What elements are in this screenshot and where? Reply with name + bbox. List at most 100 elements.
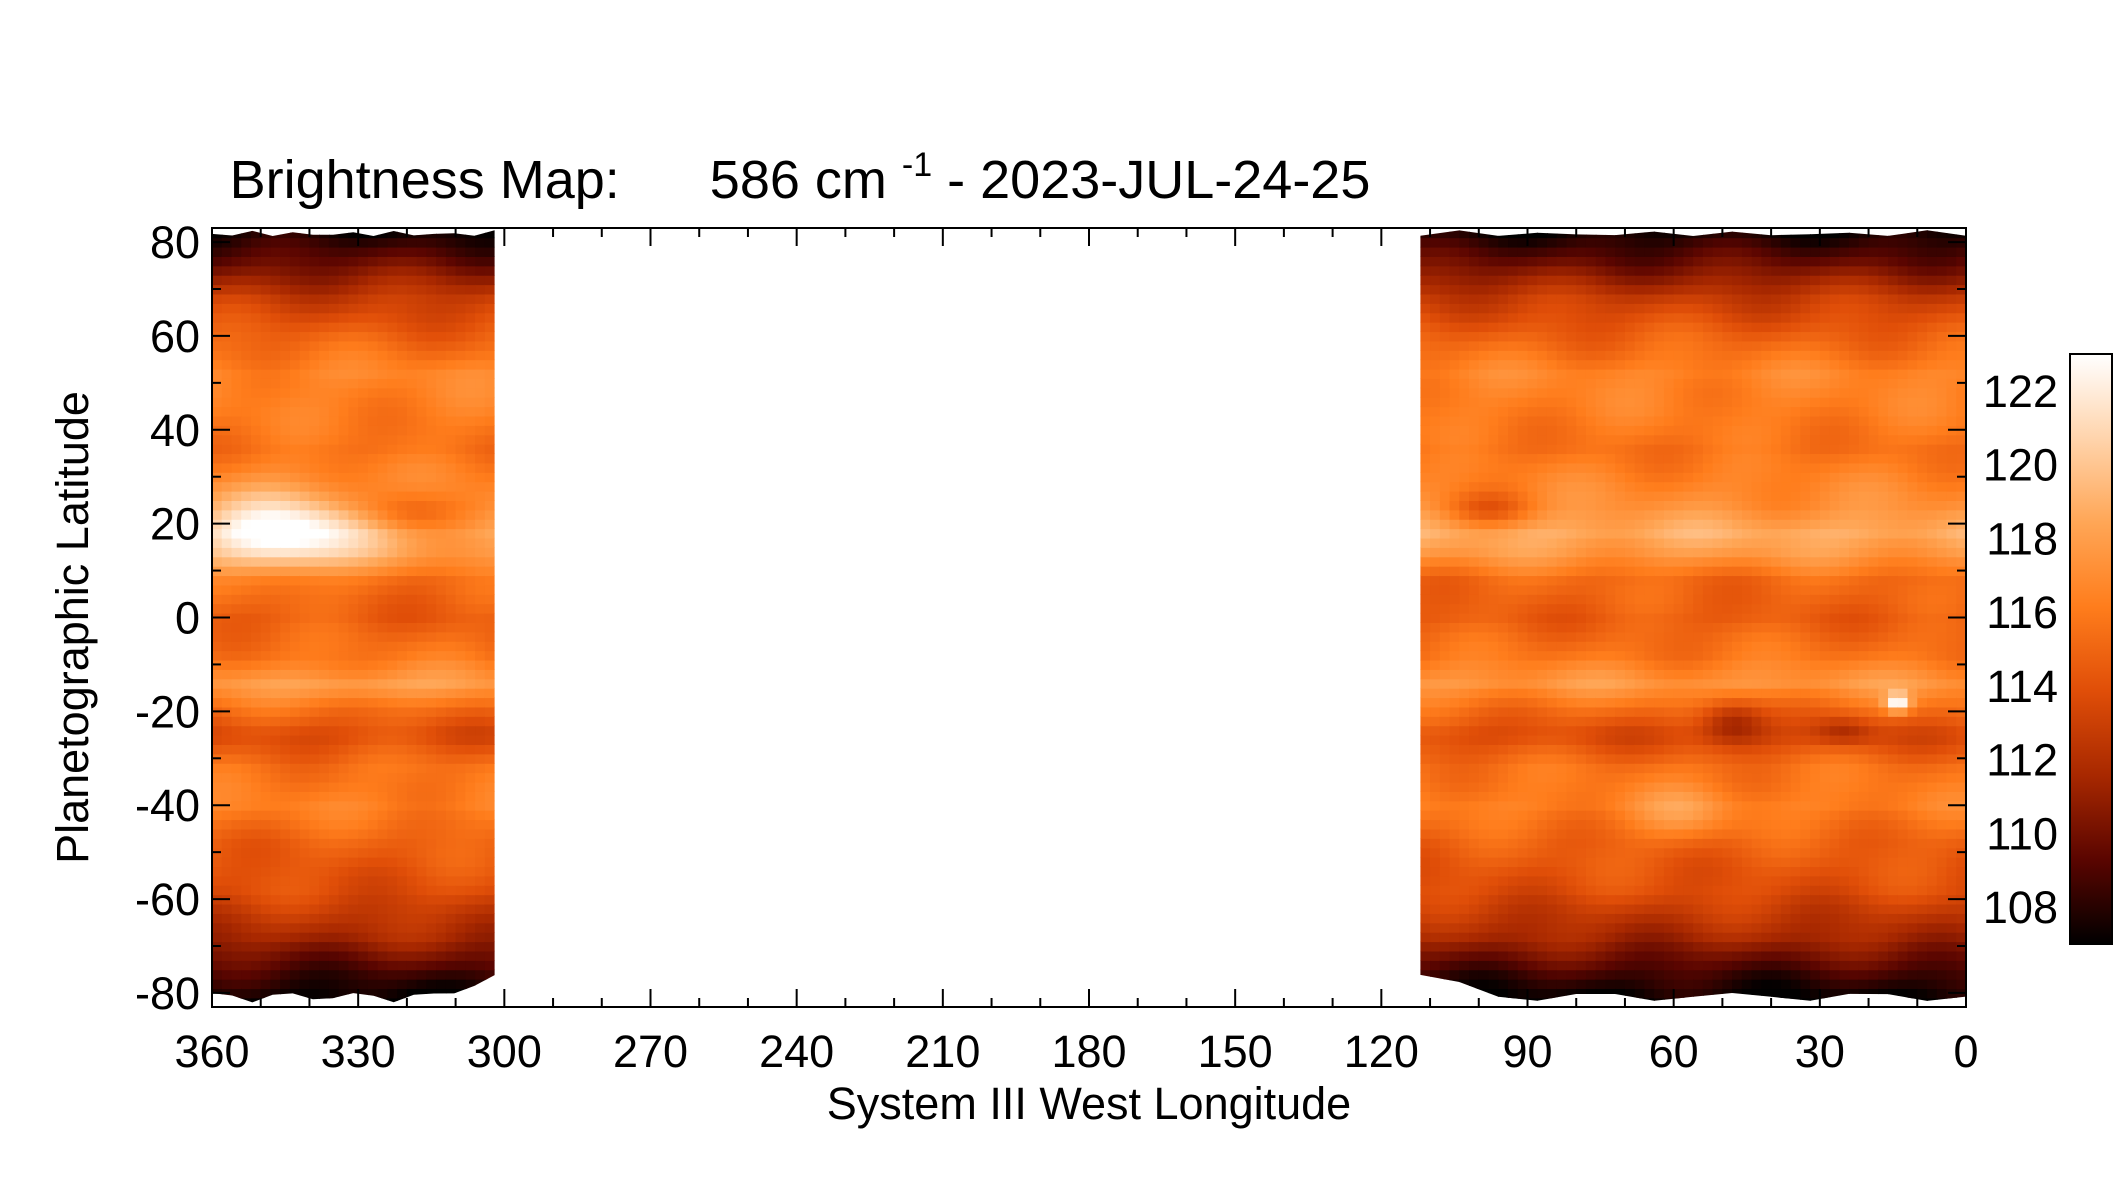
- heatmap-cell: [1663, 819, 1675, 830]
- heatmap-cell: [1615, 359, 1626, 370]
- heatmap-cell: [1576, 941, 1587, 952]
- heatmap-cell: [358, 640, 369, 652]
- heatmap-cell: [212, 368, 223, 379]
- heatmap-cell: [1469, 462, 1480, 473]
- heatmap-cell: [212, 631, 223, 642]
- heatmap-cell: [1576, 856, 1587, 868]
- heatmap-cell: [1527, 650, 1539, 661]
- heatmap-cell: [387, 537, 398, 548]
- heatmap-cell: [367, 284, 379, 295]
- heatmap-cell: [1517, 331, 1529, 342]
- heatmap-cell: [436, 246, 447, 257]
- heatmap-cell: [1673, 950, 1685, 961]
- heatmap-cell: [1576, 556, 1587, 567]
- heatmap-cell: [338, 941, 350, 952]
- heatmap-cell: [1712, 387, 1724, 398]
- heatmap-cell: [1595, 387, 1607, 398]
- heatmap-cell: [1556, 528, 1568, 539]
- heatmap-cell: [1546, 791, 1558, 802]
- heatmap-cell: [1488, 978, 1500, 990]
- heatmap-cell: [1556, 556, 1568, 567]
- heatmap-cell: [387, 809, 398, 821]
- heatmap-cell: [1527, 340, 1539, 351]
- heatmap-cell: [397, 565, 408, 577]
- heatmap-cell: [1663, 866, 1675, 877]
- heatmap-cell: [212, 594, 223, 605]
- heatmap-cell: [299, 284, 311, 295]
- heatmap-cell: [1546, 781, 1558, 792]
- heatmap-cell: [1420, 650, 1431, 661]
- heatmap-cell: [1702, 612, 1714, 623]
- heatmap-cell: [387, 762, 398, 774]
- heatmap-cell: [1420, 922, 1431, 933]
- heatmap-cell: [397, 960, 408, 971]
- heatmap-cell: [367, 565, 379, 577]
- heatmap-cell: [309, 913, 320, 924]
- heatmap-cell: [1420, 415, 1431, 426]
- heatmap-cell: [231, 753, 243, 764]
- heatmap-cell: [1430, 978, 1441, 990]
- heatmap-cell: [1478, 274, 1490, 286]
- heatmap-cell: [328, 359, 340, 370]
- heatmap-cell: [1537, 500, 1548, 511]
- heatmap-cell: [465, 828, 476, 839]
- heatmap-cell: [231, 387, 243, 398]
- heatmap-cell: [1517, 528, 1529, 539]
- heatmap-cell: [212, 969, 223, 980]
- heatmap-cell: [1566, 453, 1578, 464]
- heatmap-cell: [319, 753, 330, 764]
- heatmap-cell: [1663, 828, 1675, 839]
- heatmap-cell: [319, 265, 330, 276]
- heatmap-cell: [416, 230, 428, 239]
- heatmap-cell: [1459, 669, 1470, 680]
- heatmap-cell: [1556, 650, 1568, 661]
- heatmap-cell: [1615, 293, 1626, 304]
- heatmap-cell: [212, 509, 223, 520]
- heatmap-cell: [1654, 274, 1665, 286]
- heatmap-cell: [1420, 875, 1431, 886]
- heatmap-cell: [406, 518, 418, 530]
- heatmap-cell: [1449, 838, 1461, 849]
- heatmap-cell: [348, 472, 359, 483]
- heatmap-cell: [309, 575, 320, 586]
- heatmap-cell: [241, 631, 252, 642]
- heatmap-cell: [436, 481, 447, 492]
- heatmap-cell: [1508, 547, 1519, 558]
- heatmap-cell: [1517, 321, 1529, 333]
- heatmap-cell: [436, 706, 447, 717]
- heatmap-cell: [1449, 828, 1461, 839]
- heatmap-cell: [280, 772, 291, 783]
- heatmap-cell: [1566, 622, 1578, 633]
- heatmap-cell: [436, 669, 447, 680]
- heatmap-cell: [1644, 612, 1655, 623]
- heatmap-cell: [1439, 321, 1451, 333]
- heatmap-cell: [1585, 265, 1597, 276]
- heatmap-cell: [309, 293, 320, 304]
- heatmap-cell: [1537, 913, 1548, 924]
- heatmap-cell: [289, 978, 301, 990]
- heatmap-cell: [1556, 387, 1568, 398]
- heatmap-cell: [1673, 387, 1685, 398]
- heatmap-cell: [484, 274, 495, 286]
- heatmap-cell: [1634, 396, 1646, 408]
- heatmap-cell: [1663, 565, 1675, 577]
- heatmap-cell: [289, 809, 301, 821]
- heatmap-cell: [1546, 453, 1558, 464]
- heatmap-cell: [465, 884, 476, 896]
- heatmap-cell: [319, 950, 330, 961]
- heatmap-cell: [1546, 518, 1558, 530]
- heatmap-cell: [1449, 762, 1461, 774]
- heatmap-cell: [270, 443, 282, 455]
- heatmap-cell: [1478, 246, 1490, 257]
- heatmap-cell: [1624, 706, 1636, 717]
- heatmap-cell: [455, 434, 467, 445]
- heatmap-cell: [1488, 950, 1500, 961]
- heatmap-cell: [426, 884, 437, 896]
- heatmap-cell: [1498, 960, 1509, 971]
- heatmap-cell: [250, 443, 262, 455]
- heatmap-cell: [1439, 800, 1451, 811]
- heatmap-cell: [387, 997, 398, 1003]
- heatmap-cell: [1585, 687, 1597, 699]
- heatmap-cell: [1469, 406, 1480, 417]
- heatmap-cell: [416, 744, 428, 755]
